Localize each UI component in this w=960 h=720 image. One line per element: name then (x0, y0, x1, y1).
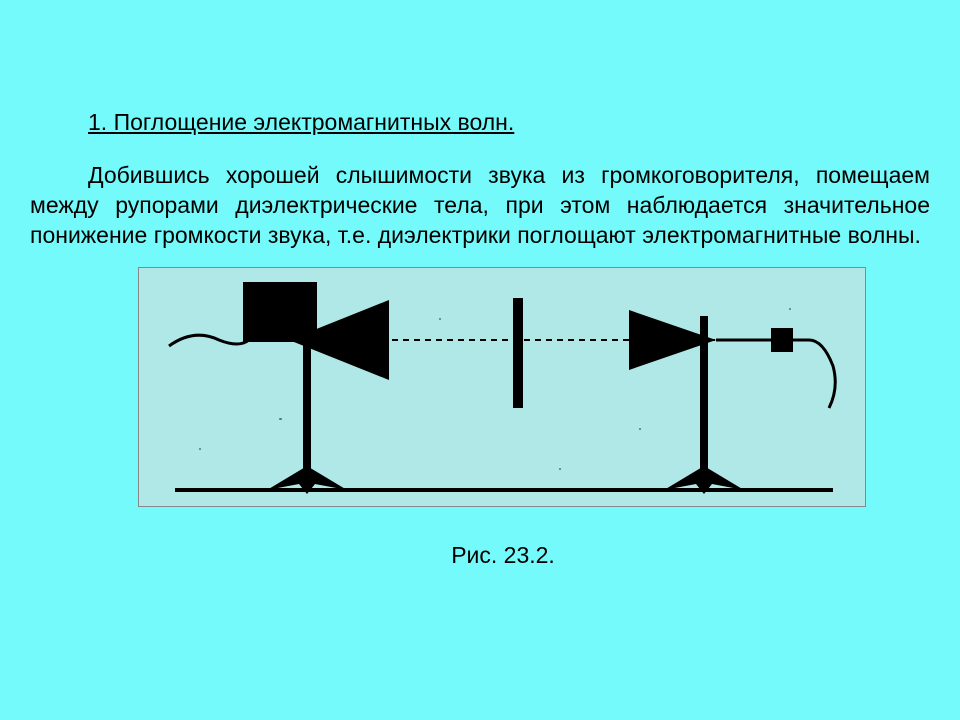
section-title: 1. Поглощение электромагнитных волн. (30, 108, 930, 138)
figure-diagram (138, 267, 866, 507)
section-body: Добившись хорошей слышимости звука из гр… (30, 161, 930, 251)
figure-caption: Рис. 23.2. (138, 541, 868, 571)
apparatus-svg (139, 268, 865, 506)
